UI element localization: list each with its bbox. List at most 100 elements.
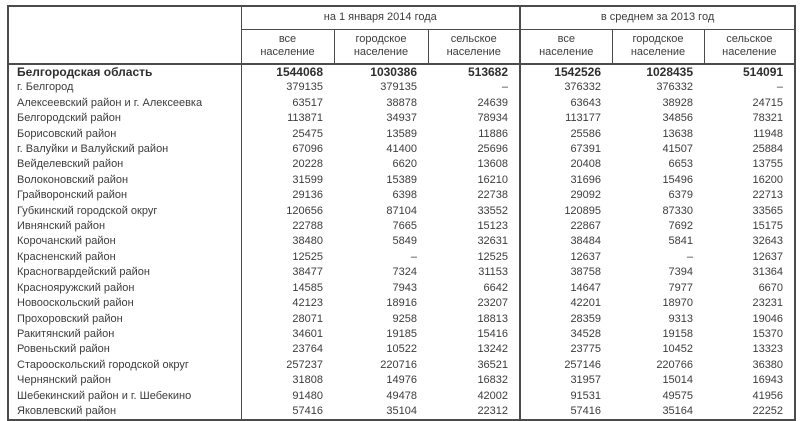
value-cell: 22252 (752, 404, 784, 417)
table-row: Корочанский район 38480 5849 32631 38484 5841… (8, 234, 795, 250)
territory-label: Алексеевский район и г. Алексеевка (8, 95, 242, 112)
value-cell: 33552 (477, 204, 509, 217)
value-cell: 1030386 (370, 65, 417, 79)
value-cell: 35164 (662, 404, 694, 417)
value-cell: 22738 (477, 189, 509, 202)
value-cell: 9258 (392, 312, 417, 325)
value-cell: 15014 (662, 374, 694, 387)
territory-label: Волоконовский район (8, 172, 242, 189)
value-cell: 20408 (519, 157, 613, 173)
value-cell: 13589 (386, 127, 417, 140)
territory-label: Губкинский городской округ (8, 203, 242, 220)
value-cell: 19158 (662, 327, 694, 340)
value-cell: 376332 (519, 80, 613, 96)
value-cell: 28359 (519, 311, 613, 327)
value-cell: 7394 (668, 266, 694, 279)
value-cell: 41400 (386, 143, 417, 156)
territory-label: Белгородская область (8, 64, 242, 81)
value-cell: 16210 (477, 173, 509, 186)
value-cell: 31599 (292, 173, 323, 186)
value-cell: 13638 (662, 127, 694, 140)
value-cell: 1544068 (276, 65, 323, 79)
value-cell: 38477 (292, 266, 323, 279)
value-cell: 42201 (519, 296, 613, 312)
value-cell: 34937 (386, 112, 417, 125)
value-cell: 15123 (477, 220, 509, 233)
territory-label: Старооскольский городской округ (8, 357, 242, 374)
territory-label: Вейделевский район (8, 157, 242, 173)
value-cell: 120895 (519, 203, 613, 220)
value-cell: 376332 (656, 81, 694, 94)
population-table: на 1 января 2014 года в среднем за 2013 … (7, 5, 797, 421)
value-cell: 67391 (519, 142, 613, 158)
value-cell: – (776, 81, 784, 94)
territory-label: г. Валуйки и Валуйский район (8, 142, 242, 158)
table-row: Красненский район 12525 – 12525 12637 – 12637 (8, 249, 795, 266)
value-cell: 23231 (752, 297, 784, 310)
value-cell: 31153 (478, 266, 509, 279)
value-cell: 32643 (752, 235, 784, 248)
territory-label: Красненский район (8, 249, 242, 266)
value-cell: 29136 (292, 189, 323, 202)
value-cell: 42002 (477, 389, 509, 402)
value-cell: 38480 (292, 235, 323, 248)
table-body: Белгородская область 1544068 1030386 513682… (8, 64, 795, 421)
value-cell: 113177 (519, 111, 613, 127)
value-cell: 22713 (752, 189, 784, 202)
value-cell: 91480 (292, 389, 323, 402)
value-cell: 6398 (392, 189, 417, 202)
value-cell: 23764 (292, 343, 323, 356)
table-row: Белгородская область 1544068 1030386 513682… (8, 64, 795, 81)
value-cell: 513682 (467, 65, 509, 79)
value-cell: 38878 (386, 96, 417, 109)
value-cell: 22867 (519, 219, 613, 235)
value-cell: 31957 (519, 373, 613, 389)
value-cell: – (686, 250, 694, 263)
value-cell: 36380 (752, 358, 784, 371)
subheader-urban-2014: городское население (333, 29, 429, 65)
value-cell: 31364 (752, 266, 784, 279)
value-cell: 15496 (662, 173, 694, 186)
value-cell: 1542526 (519, 64, 613, 81)
table-row: г. Валуйки и Валуйский район 67096 41400 25… (8, 142, 795, 158)
value-cell: 12637 (752, 250, 784, 263)
territory-label: Яковлевский район (8, 403, 242, 421)
value-cell: 38758 (519, 265, 613, 281)
value-cell: 78321 (752, 112, 784, 125)
table-row: г. Белгород 379135 379135–376332 376332– (8, 80, 795, 96)
value-cell: 13323 (752, 343, 784, 356)
value-cell: 1028435 (646, 65, 694, 79)
value-cell: 36521 (477, 358, 509, 371)
territory-label: г. Белгород (8, 80, 242, 96)
value-cell: 63643 (519, 95, 613, 112)
table-row: Чернянский район 31808 14976 16832 31957 1501… (8, 373, 795, 389)
value-cell: 28071 (292, 312, 323, 325)
value-cell: 63517 (292, 96, 323, 109)
value-cell: 7665 (392, 220, 417, 233)
value-cell: 49478 (386, 389, 417, 402)
value-cell: 34528 (519, 326, 613, 343)
value-cell: 12525 (477, 250, 509, 263)
value-cell: 67096 (292, 143, 323, 156)
value-cell: 14647 (519, 280, 613, 297)
value-cell: 25475 (292, 127, 323, 140)
value-cell: 220716 (380, 358, 417, 371)
value-cell: 25586 (519, 126, 613, 143)
value-cell: 379135 (286, 81, 323, 94)
territory-label: Грайворонский район (8, 188, 242, 204)
value-cell: 12525 (292, 250, 323, 263)
value-cell: 379135 (380, 81, 417, 94)
table-row: Ракитянский район 34601 19185 15416 34528 191… (8, 326, 795, 343)
value-cell: 31808 (292, 374, 323, 387)
value-cell: 41507 (662, 143, 694, 156)
value-cell: 16200 (752, 173, 784, 186)
table-row: Ровеньский район 23764 10522 13242 23775 1045… (8, 342, 795, 358)
value-cell: 257146 (519, 357, 613, 374)
value-cell: 10522 (386, 343, 417, 356)
territory-label: Корочанский район (8, 234, 242, 250)
table-row: Белгородский район 113871 34937 78934 113177… (8, 111, 795, 127)
corner-cell (7, 5, 242, 65)
value-cell: 18916 (386, 297, 417, 310)
value-cell: 10452 (662, 343, 694, 356)
value-cell: 5849 (392, 235, 417, 248)
